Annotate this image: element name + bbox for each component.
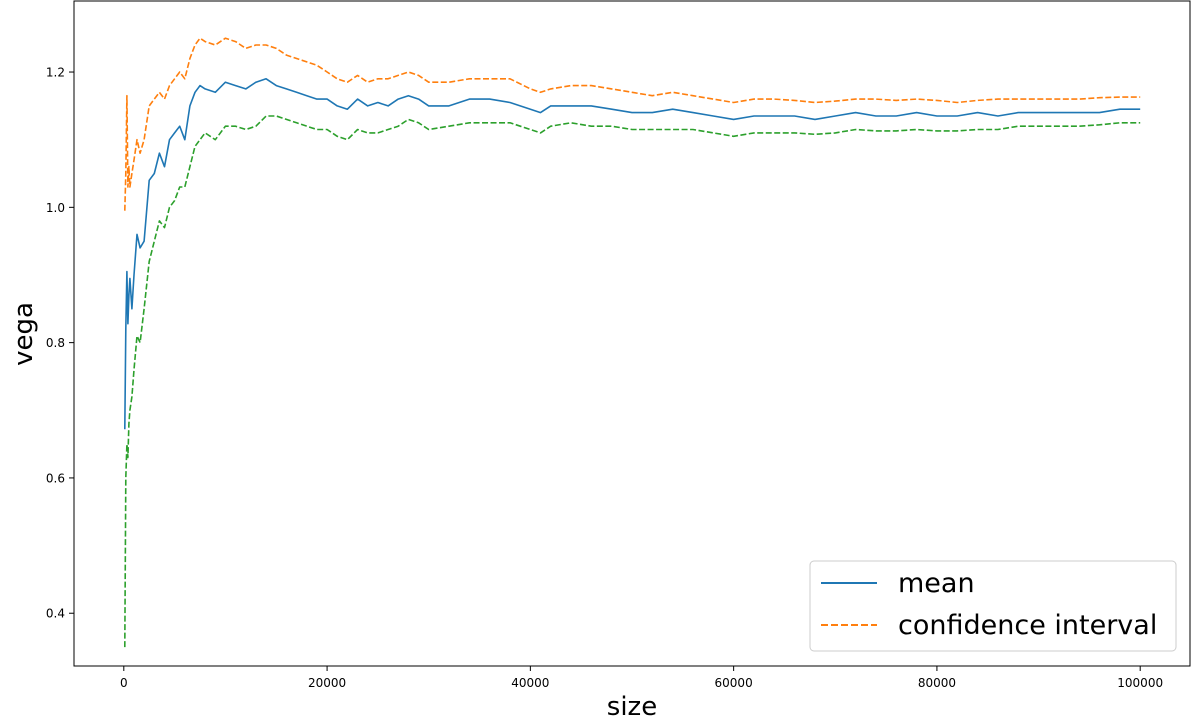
y-axis-title: vega [9, 302, 39, 366]
x-axis-ticks: 0 20000 40000 60000 80000 100000 [120, 666, 1163, 690]
legend-label-confidence-interval: confidence interval [898, 610, 1157, 641]
plot-frame [73, 0, 1191, 667]
x-tick-label: 20000 [308, 676, 346, 690]
series-line-confidence-interval [124, 37, 1141, 211]
y-axis-ticks: 0.4 0.6 0.8 1.0 1.2 [46, 66, 74, 621]
legend: mean confidence interval [809, 560, 1177, 652]
legend-label-mean: mean [898, 568, 975, 599]
x-tick-label: 60000 [715, 676, 753, 690]
series-line-mean [124, 78, 1141, 430]
y-tick-label: 0.4 [46, 607, 65, 621]
x-tick-label: 40000 [511, 676, 549, 690]
legend-box [809, 560, 1177, 652]
x-tick-label: 80000 [918, 676, 956, 690]
y-tick-label: 0.6 [46, 471, 65, 485]
plot-series-group [124, 37, 1141, 648]
y-tick-label: 1.0 [46, 201, 65, 215]
series-line-lower-bound [124, 115, 1141, 648]
y-tick-label: 1.2 [46, 66, 65, 80]
x-tick-label: 0 [120, 676, 128, 690]
x-tick-label: 100000 [1117, 676, 1163, 690]
y-tick-label: 0.8 [46, 336, 65, 350]
x-axis-title: size [607, 692, 657, 721]
